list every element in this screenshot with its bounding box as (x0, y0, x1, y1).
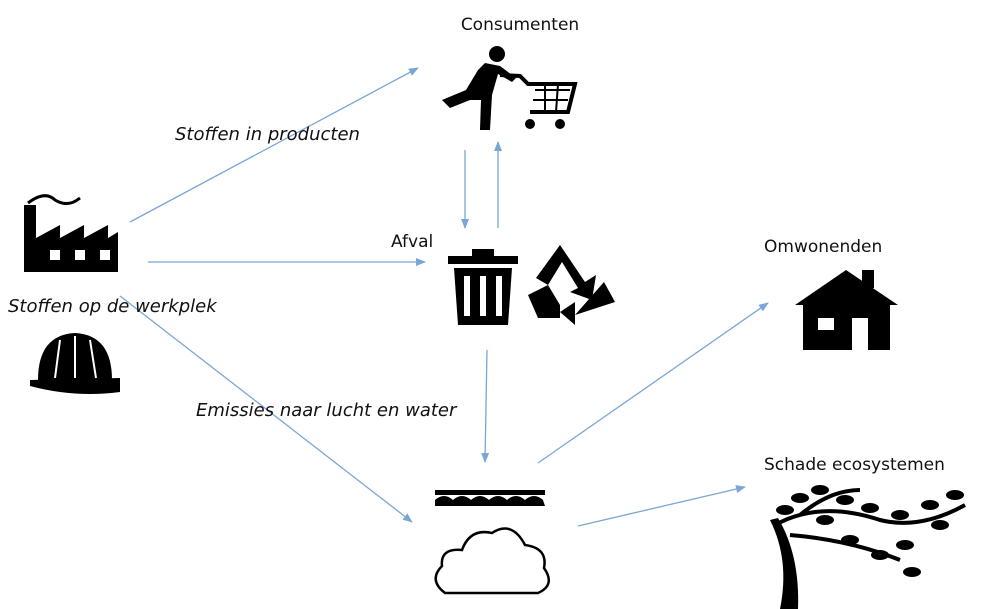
node-label: Schade ecosystemen (764, 455, 945, 475)
tree-icon (770, 485, 965, 609)
edge-label: Stoffen in producten (175, 124, 360, 145)
helmet-icon (30, 333, 120, 394)
recycle-icon (528, 245, 615, 325)
arrow (485, 350, 487, 462)
trash-icon (448, 249, 518, 325)
water-icon (435, 490, 545, 506)
node-label: Consumenten (461, 15, 579, 35)
factory-icon (24, 196, 118, 272)
arrow (538, 303, 768, 463)
shopper-icon (442, 46, 575, 130)
cloud-icon (436, 529, 549, 593)
edge-label: Stoffen op de werkplek (8, 296, 218, 317)
arrow (130, 68, 418, 222)
arrow (578, 487, 745, 526)
diagram: Consumenten Afval Omwonenden Schade ecos… (0, 0, 987, 609)
node-label: Omwonenden (764, 237, 882, 257)
node-label: Afval (391, 232, 433, 252)
house-icon (795, 270, 898, 350)
edge-label: Emissies naar lucht en water (196, 400, 458, 421)
